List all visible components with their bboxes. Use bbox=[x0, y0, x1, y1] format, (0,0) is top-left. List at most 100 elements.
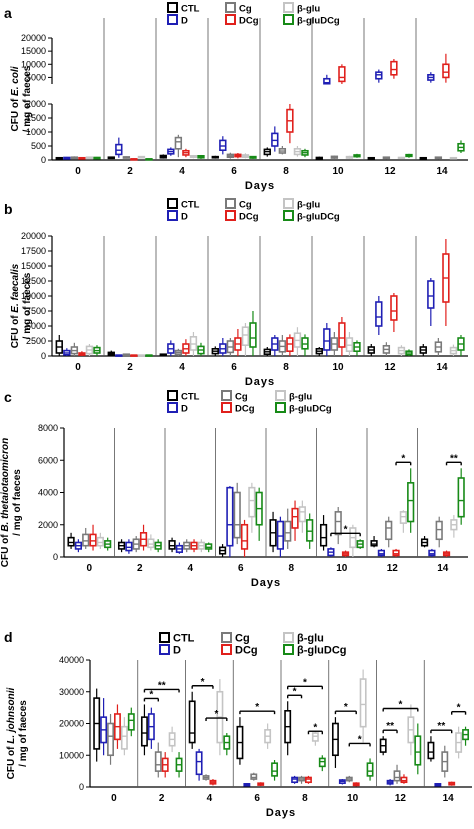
box-dcg bbox=[161, 752, 169, 778]
box-beta-glu bbox=[85, 344, 94, 356]
y-axis-label-line2: / mg of faeces bbox=[22, 272, 33, 339]
x-tick-label: 6 bbox=[231, 362, 237, 373]
box-ctl bbox=[218, 544, 227, 557]
y-tick-label: 1500 bbox=[26, 113, 46, 123]
box-d bbox=[74, 539, 82, 553]
box-beta-glu bbox=[397, 156, 406, 160]
y-tick-label: 5000 bbox=[26, 321, 46, 331]
box-beta-gludcg bbox=[197, 342, 205, 356]
x-tick-label: 8 bbox=[283, 166, 289, 177]
y-tick-label: 0 bbox=[79, 782, 84, 792]
box-beta-glu bbox=[449, 156, 458, 160]
box-dcg bbox=[400, 774, 408, 784]
box-d bbox=[147, 707, 155, 749]
legend-label-dcg: DCg bbox=[239, 16, 259, 27]
box-body bbox=[89, 533, 97, 547]
box-body bbox=[338, 322, 346, 348]
box-dcg bbox=[448, 781, 456, 786]
box-body bbox=[241, 326, 250, 347]
box-dcg bbox=[234, 153, 242, 159]
box-ctl bbox=[315, 156, 323, 160]
significance-bracket: * bbox=[286, 686, 303, 699]
box-beta-gludcg bbox=[223, 733, 231, 756]
x-tick-label: 10 bbox=[347, 793, 359, 804]
legend-swatch-dcg bbox=[225, 14, 236, 25]
box-dcg bbox=[341, 550, 350, 557]
box-beta-glu bbox=[455, 726, 463, 759]
box-d bbox=[428, 548, 436, 557]
box-body bbox=[318, 757, 326, 768]
box-body bbox=[375, 301, 383, 327]
box-beta-glu bbox=[345, 155, 354, 159]
significance-bracket: ** bbox=[382, 721, 398, 734]
y-tick-label: 10000 bbox=[21, 59, 46, 69]
box-ctl bbox=[427, 736, 435, 762]
x-tick-label: 14 bbox=[443, 793, 455, 804]
legend-label-dcg: DCg bbox=[235, 645, 258, 657]
box-cg bbox=[330, 155, 339, 159]
box-beta-gludcg bbox=[405, 153, 413, 158]
y-tick-label: 12500 bbox=[21, 276, 46, 286]
significance-label: * bbox=[303, 677, 307, 688]
box-body bbox=[226, 486, 234, 547]
box-cg bbox=[70, 156, 79, 160]
box-ctl bbox=[284, 701, 292, 756]
box-ctl bbox=[140, 704, 148, 756]
box-d bbox=[276, 516, 284, 557]
x-tick-label: 4 bbox=[187, 563, 193, 574]
legend-label-dcg: DCg bbox=[239, 212, 259, 223]
box-beta-gludcg bbox=[93, 345, 101, 356]
box-ctl bbox=[236, 717, 244, 765]
box-body bbox=[457, 477, 465, 518]
box-beta-glu bbox=[137, 354, 146, 357]
box-beta-glu bbox=[96, 532, 104, 549]
box-dcg bbox=[392, 548, 400, 557]
x-tick-label: 12 bbox=[384, 166, 396, 177]
legend-swatch-d bbox=[167, 402, 178, 413]
box-body bbox=[427, 741, 435, 760]
box-body bbox=[284, 520, 292, 542]
box-beta-gludcg bbox=[249, 155, 257, 159]
box-beta-glu bbox=[216, 679, 224, 756]
significance-label: ** bbox=[450, 453, 458, 464]
y-tick-label: 17500 bbox=[21, 246, 46, 256]
box-ctl bbox=[319, 515, 328, 551]
box-beta-glu bbox=[168, 726, 176, 753]
box-beta-glu bbox=[197, 539, 205, 553]
legend-label-cg: Cg bbox=[235, 633, 250, 645]
y-tick-label: 7500 bbox=[26, 306, 46, 316]
box-dcg bbox=[291, 500, 299, 541]
legend: CTL Cg β-glu D DCg β-gluDCg bbox=[167, 390, 332, 415]
y-axis-label-line1: CFU of E. faecalis bbox=[10, 263, 21, 348]
box-body bbox=[250, 773, 258, 780]
box-cg bbox=[278, 146, 287, 155]
x-axis-label: Days bbox=[245, 180, 275, 192]
box-body bbox=[399, 511, 407, 524]
legend-swatch-dcg bbox=[225, 210, 236, 221]
box-dcg bbox=[182, 339, 190, 356]
box-body bbox=[370, 540, 378, 547]
box-beta-gludcg bbox=[407, 468, 415, 533]
box-beta-gludcg bbox=[366, 758, 374, 781]
legend-swatch-beta-gludcg bbox=[283, 14, 294, 25]
box-d bbox=[175, 542, 183, 554]
box-body bbox=[140, 716, 148, 747]
box-d bbox=[115, 137, 123, 158]
box-d bbox=[427, 72, 435, 83]
y-axis-label-line1: CFU of L. johnsonii bbox=[6, 687, 17, 779]
y-axis-label-line2: / mg of faeces bbox=[12, 469, 23, 536]
box-body bbox=[435, 520, 443, 541]
box-cg bbox=[70, 342, 79, 356]
box-cg bbox=[226, 338, 235, 356]
significance-label: * bbox=[344, 524, 348, 535]
legend-label-beta-glu: β-glu bbox=[297, 633, 324, 645]
box-beta-glu bbox=[137, 155, 146, 159]
x-axis-label: Days bbox=[245, 376, 275, 388]
box-ctl bbox=[107, 156, 115, 160]
x-tick-label: 14 bbox=[436, 362, 448, 373]
significance-label: * bbox=[149, 689, 153, 700]
box-d bbox=[323, 323, 331, 356]
legend-label-beta-glu: β-glu bbox=[297, 4, 320, 15]
box-body bbox=[291, 507, 299, 529]
